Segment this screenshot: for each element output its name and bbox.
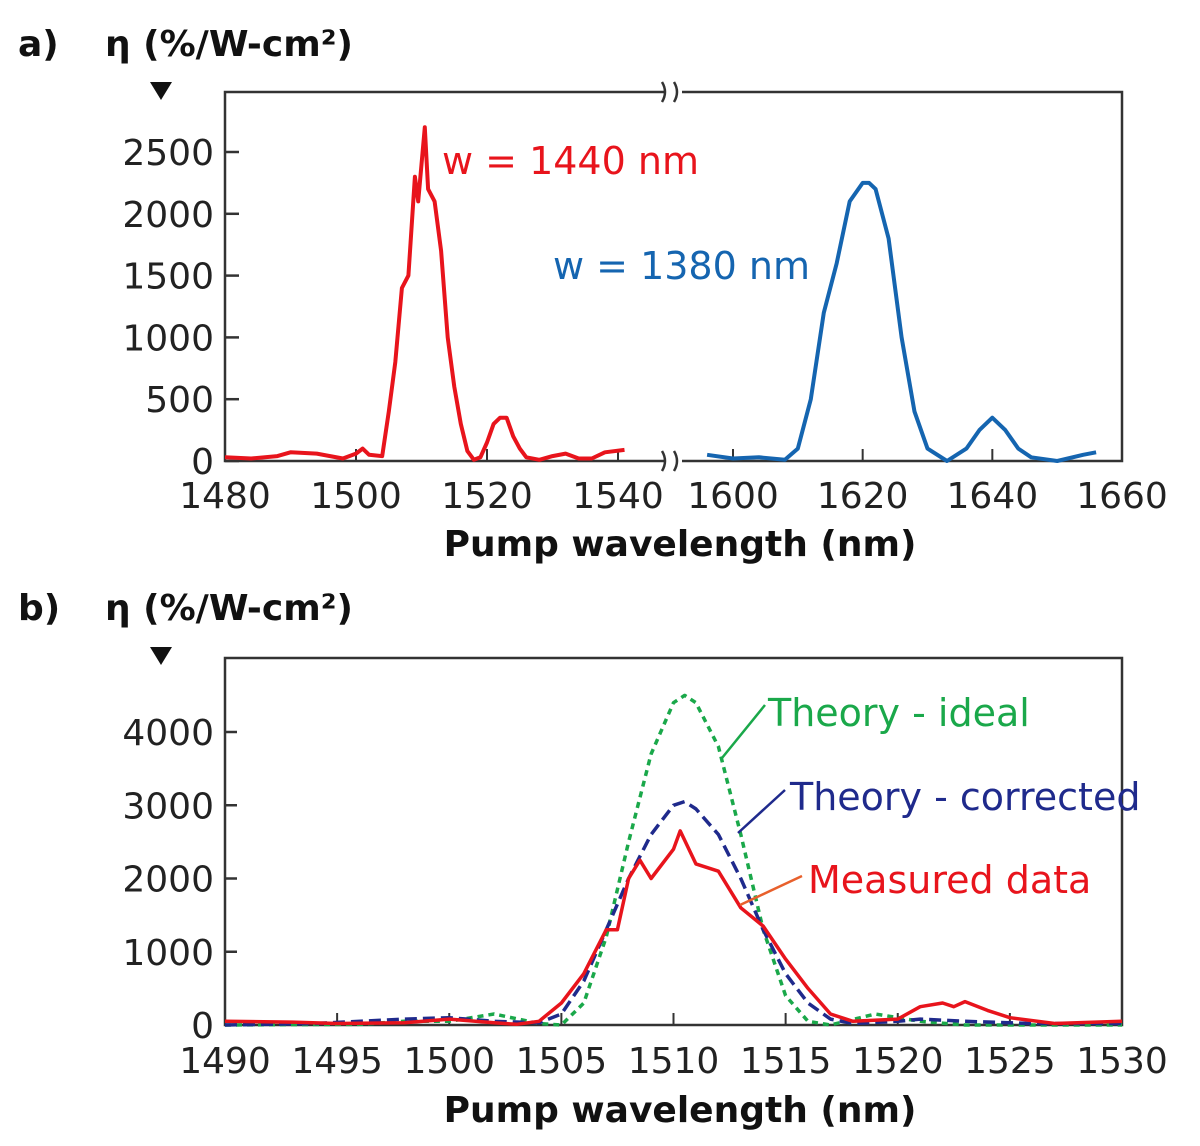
y-tick-label-a: 2000 — [122, 195, 214, 236]
series-label-measured: Measured data — [808, 858, 1091, 902]
leader-line-measured — [739, 874, 803, 907]
leader-line-corrected — [737, 789, 786, 834]
series-line-a-0 — [224, 125, 625, 462]
x-axis-title-a: Pump wavelength (nm) — [444, 524, 917, 565]
panel-a-label: a) — [18, 24, 59, 65]
series-line-b-0 — [224, 693, 1122, 1027]
x-tick-label-a: 1540 — [572, 476, 664, 517]
series-line-b-1 — [224, 799, 1122, 1027]
x-tick-label-b: 1525 — [964, 1041, 1056, 1082]
y-tick-label-b: 3000 — [122, 786, 214, 827]
x-tick-label-a: 1500 — [310, 476, 402, 517]
x-tick-label-a: 1620 — [817, 476, 909, 517]
leader-line-ideal — [721, 704, 766, 759]
series-label-corrected: Theory - corrected — [789, 775, 1140, 819]
x-tick-label-b: 1500 — [403, 1041, 495, 1082]
series-line-a-1 — [706, 180, 1097, 463]
y-tick-label-b: 0 — [191, 1006, 214, 1047]
x-tick-label-b: 1490 — [179, 1041, 271, 1082]
x-tick-label-b: 1530 — [1076, 1041, 1168, 1082]
y-tick-label-a: 1000 — [122, 318, 214, 359]
x-tick-label-b: 1510 — [628, 1041, 720, 1082]
x-tick-label-a: 1480 — [179, 476, 271, 517]
y-axis-arrow-icon — [150, 82, 172, 100]
y-axis-arrow-icon — [150, 647, 172, 665]
y-tick-label-a: 500 — [145, 380, 214, 421]
y-tick-label-a: 0 — [191, 442, 214, 483]
panel-a-ylabel: η (%/W-cm²) — [105, 24, 353, 65]
x-tick-label-b: 1515 — [740, 1041, 832, 1082]
x-tick-label-a: 1640 — [947, 476, 1039, 517]
x-tick-label-b: 1520 — [852, 1041, 944, 1082]
series-line-b-2 — [224, 829, 1123, 1027]
y-tick-label-a: 1500 — [122, 257, 214, 298]
y-tick-label-b: 2000 — [122, 860, 214, 901]
series-label-1380: w = 1380 nm — [553, 244, 810, 288]
series-label-ideal: Theory - ideal — [767, 691, 1030, 735]
y-tick-label-b: 1000 — [122, 933, 214, 974]
y-tick-label-b: 4000 — [122, 713, 214, 754]
axis-break-top — [660, 81, 679, 103]
x-axis-title-b: Pump wavelength (nm) — [444, 1090, 917, 1131]
x-tick-label-a: 1600 — [687, 476, 779, 517]
x-tick-label-a: 1660 — [1076, 476, 1168, 517]
x-tick-label-b: 1505 — [516, 1041, 608, 1082]
series-label-1440: w = 1440 nm — [442, 139, 699, 183]
panel-b-ylabel: η (%/W-cm²) — [105, 588, 353, 629]
axis-break-bot — [660, 450, 679, 472]
x-tick-label-b: 1495 — [291, 1041, 383, 1082]
panel-b-label: b) — [18, 588, 60, 629]
y-tick-label-a: 2500 — [122, 133, 214, 174]
x-tick-label-a: 1520 — [441, 476, 533, 517]
